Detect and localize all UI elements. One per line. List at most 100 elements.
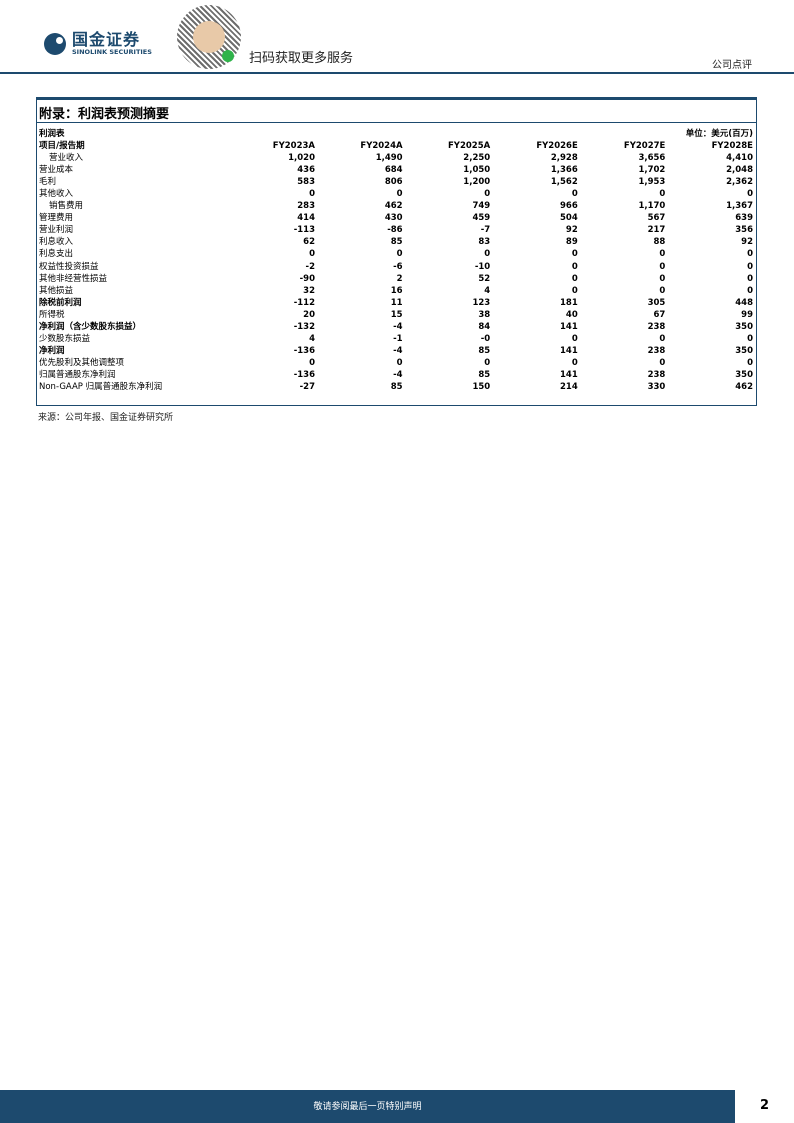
value-cell: 4 <box>309 333 315 344</box>
qr-center-logo <box>193 21 225 53</box>
value-cell: 0 <box>659 357 666 368</box>
value-cell: 2 <box>396 273 403 284</box>
row-label: 权益性投资损益 <box>39 261 99 272</box>
logo-icon <box>44 32 66 55</box>
value-cell: 62 <box>303 237 315 248</box>
value-cell: 4,410 <box>726 153 753 164</box>
value-cell: 0 <box>309 189 315 200</box>
value-cell: 350 <box>735 369 753 380</box>
value-cell: -132 <box>293 321 315 332</box>
header-cell: FY2025A <box>447 141 491 152</box>
table-header-row: 项目/报告期 FY2023A FY2024A FY2025A FY2026E F… <box>39 140 753 152</box>
header-cell: 项目/报告期 <box>39 141 85 152</box>
value-cell: 350 <box>735 321 753 332</box>
value-cell: 430 <box>384 213 403 224</box>
table-row: 少数股东损益 4 -1 -0 0 0 0 <box>39 333 753 345</box>
table-row: 权益性投资损益 -2 -6 -10 0 0 0 <box>39 261 753 273</box>
value-cell: 1,366 <box>550 165 578 176</box>
value-cell: 32 <box>303 285 315 296</box>
row-label: 除税前利润 <box>39 297 82 308</box>
table-row: 其他损益 32 16 4 0 0 0 <box>39 285 753 297</box>
value-cell: 0 <box>659 285 666 296</box>
value-cell: 1,200 <box>463 177 491 188</box>
value-cell: 350 <box>735 345 753 356</box>
income-statement-box: 附录：利润表预测摘要 利润表 单位：美元(百万) 项目/报告期 FY2023A … <box>36 97 757 406</box>
row-label: 其他损益 <box>39 285 74 296</box>
value-cell: 141 <box>560 369 578 380</box>
table-row: 毛利 583 806 1,200 1,562 1,953 2,362 <box>39 176 753 188</box>
table-name: 利润表 <box>39 129 65 140</box>
value-cell: 583 <box>297 177 315 188</box>
header-cell: FY2028E <box>711 141 753 152</box>
value-cell: -4 <box>393 321 403 332</box>
row-label: 所得税 <box>39 309 65 320</box>
value-cell: 214 <box>560 382 578 392</box>
value-cell: 283 <box>297 201 315 212</box>
value-cell: 1,562 <box>550 177 578 188</box>
value-cell: -136 <box>293 345 315 356</box>
value-cell: 0 <box>747 333 753 344</box>
value-cell: 0 <box>396 249 403 260</box>
value-cell: 0 <box>571 285 578 296</box>
table-row: 管理费用 414 430 459 504 567 639 <box>39 212 753 224</box>
value-cell: 52 <box>478 273 491 284</box>
row-label: 利息支出 <box>39 249 74 260</box>
value-cell: 1,367 <box>726 201 753 212</box>
value-cell: -136 <box>293 369 315 380</box>
value-cell: 4 <box>484 285 491 296</box>
value-cell: 1,953 <box>638 177 666 188</box>
value-cell: 462 <box>384 201 403 212</box>
row-label: Non-GAAP 归属普通股东净利润 <box>39 382 163 392</box>
value-cell: 83 <box>478 237 491 248</box>
value-cell: -27 <box>299 382 315 392</box>
value-cell: 238 <box>647 345 666 356</box>
value-cell: 38 <box>478 309 491 320</box>
value-cell: 0 <box>571 273 578 284</box>
row-label: 净利润 <box>39 345 65 356</box>
value-cell: 141 <box>560 321 578 332</box>
value-cell: 0 <box>571 249 578 260</box>
value-cell: 0 <box>747 261 753 272</box>
value-cell: 20 <box>303 309 315 320</box>
value-cell: 0 <box>747 285 753 296</box>
value-cell: -1 <box>393 333 403 344</box>
row-label: 管理费用 <box>39 213 74 224</box>
row-label: 净利润（含少数股东损益） <box>39 321 142 332</box>
value-cell: 0 <box>659 261 666 272</box>
table-row: 除税前利润 -112 11 123 181 305 448 <box>39 297 753 309</box>
value-cell: 966 <box>560 201 578 212</box>
row-label: 毛利 <box>39 177 57 188</box>
value-cell: 2,362 <box>726 177 753 188</box>
mini-program-icon <box>222 50 234 62</box>
footer-bar <box>0 1090 735 1123</box>
value-cell: 238 <box>647 321 666 332</box>
value-cell: 330 <box>647 382 666 392</box>
table-row: 营业利润 -113 -86 -7 92 217 356 <box>39 224 753 236</box>
value-cell: 15 <box>390 309 403 320</box>
row-label: 其他非经营性损益 <box>39 273 108 284</box>
value-cell: 448 <box>735 297 753 308</box>
value-cell: 1,702 <box>638 165 666 176</box>
value-cell: 16 <box>390 285 403 296</box>
value-cell: 123 <box>472 297 491 308</box>
value-cell: -86 <box>387 225 403 236</box>
value-cell: 85 <box>390 237 403 248</box>
value-cell: 141 <box>560 345 578 356</box>
value-cell: 0 <box>309 249 315 260</box>
value-cell: -7 <box>480 225 491 236</box>
value-cell: 749 <box>472 201 491 212</box>
value-cell: 0 <box>747 273 753 284</box>
value-cell: 238 <box>647 369 666 380</box>
value-cell: 0 <box>484 249 491 260</box>
value-cell: 85 <box>390 382 403 392</box>
table-row: 所得税 20 15 38 40 67 99 <box>39 309 753 321</box>
logo-en: SINOLINK SECURITIES <box>72 48 152 56</box>
value-cell: 1,490 <box>375 153 403 164</box>
value-cell: 0 <box>659 249 666 260</box>
value-cell: 99 <box>741 309 753 320</box>
value-cell: 639 <box>735 213 753 224</box>
value-cell: 806 <box>384 177 403 188</box>
value-cell: 356 <box>735 225 753 236</box>
value-cell: 504 <box>560 213 578 224</box>
value-cell: 1,050 <box>463 165 491 176</box>
